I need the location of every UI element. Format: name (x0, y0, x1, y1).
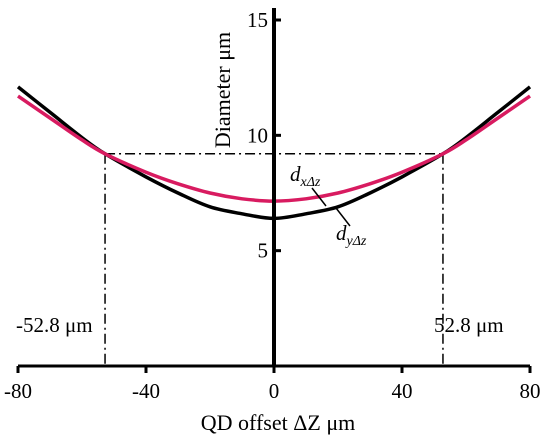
x-tick-label: 40 (392, 379, 413, 403)
y-tick-label: 10 (247, 123, 268, 147)
legend-label-x-base: d (290, 162, 301, 186)
x-tick-label: 80 (520, 379, 541, 403)
svg-text:dyΔz: dyΔz (336, 221, 367, 249)
right-offset-label: 52.8 μm (434, 313, 504, 337)
left-offset-label: -52.8 μm (16, 313, 93, 337)
x-tick-label: -40 (132, 379, 160, 403)
legend-leader-x (311, 187, 327, 207)
x-tick-label: -80 (4, 379, 32, 403)
y-axis-title: Diameter μm (210, 32, 235, 148)
legend-label-y-sub: yΔz (345, 234, 367, 249)
legend-leader-y (335, 207, 351, 227)
legend-label-x: dxΔz (290, 162, 327, 207)
legend-label-x-sub: xΔz (300, 175, 321, 190)
y-tick-label: 5 (258, 239, 269, 263)
legend-label-y: dyΔz (335, 207, 367, 249)
x-tick-label: 0 (269, 379, 280, 403)
ticks: -80 -40 0 40 80 5 10 15 (4, 8, 541, 403)
legend-label-y-base: d (336, 221, 347, 245)
svg-text:dxΔz: dxΔz (290, 162, 321, 190)
y-tick-label: 15 (247, 8, 268, 32)
x-axis-title: QD offset ΔZ μm (201, 410, 355, 435)
